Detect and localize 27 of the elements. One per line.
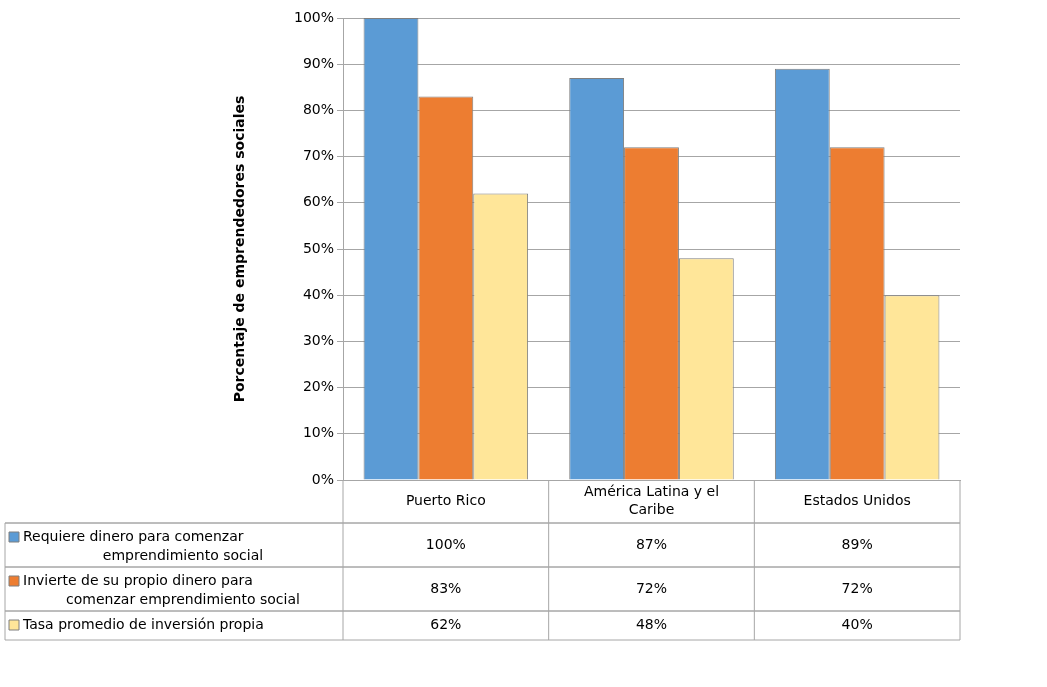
data-label: 62% xyxy=(430,616,462,633)
legend-label: Tasa promedio de inversión propia xyxy=(22,615,264,632)
y-tick-label: 0% xyxy=(311,470,334,487)
y-axis-title: Porcentaje de emprendedores sociales xyxy=(231,95,248,403)
legend-label: Invierte de su propio dinero para comenzar emprendimiento social xyxy=(23,571,300,607)
data-label: 83% xyxy=(430,579,462,596)
y-tick-label: 70% xyxy=(302,147,334,164)
y-tick-label: 90% xyxy=(302,54,334,71)
y-tick-label: 40% xyxy=(302,285,334,302)
data-label: 72% xyxy=(841,579,873,596)
y-tick-label: 80% xyxy=(302,101,334,118)
y-tick-label: 50% xyxy=(302,239,334,256)
x-tick-label: Estados Unidos xyxy=(803,492,911,509)
x-tick-label: Puerto Rico xyxy=(405,492,486,509)
y-tick-label: 100% xyxy=(293,8,334,25)
legend-label: Requiere dinero para comenzar emprendimiento social xyxy=(23,527,264,563)
y-tick-label: 20% xyxy=(302,378,334,395)
data-label: 100% xyxy=(425,535,466,552)
x-tick-label: América Latina y el Caribe xyxy=(583,483,720,518)
y-tick-label: 30% xyxy=(302,332,334,349)
data-label: 48% xyxy=(635,616,668,633)
data-label: 72% xyxy=(635,579,668,596)
data-label: 40% xyxy=(841,616,873,633)
data-label: 89% xyxy=(841,535,873,552)
y-tick-label: 10% xyxy=(302,424,334,441)
y-tick-label: 60% xyxy=(302,193,334,210)
data-label: 87% xyxy=(635,535,668,552)
